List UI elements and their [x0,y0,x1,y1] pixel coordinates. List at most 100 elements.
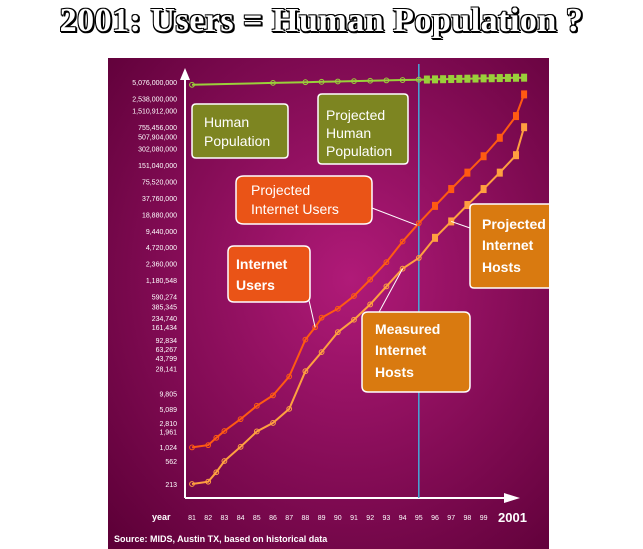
projected-point-human [440,75,447,84]
x-tick-label: 93 [383,515,391,522]
data-point-human [318,78,325,85]
growth-chart: 5,076,000,000 2,538,000,000 1,510,912,000 7… [108,58,549,549]
x-tick-label: 88 [302,515,310,522]
data-point-human [334,78,341,85]
data-point-hosts [286,405,293,412]
data-point-users [205,442,212,449]
projected-point-human [423,75,430,84]
callouts: Human Population Projected Human Populat… [191,93,549,393]
projected-point-hosts [480,185,487,194]
projected-point-human [464,74,471,83]
y-tick-label: 302,080,000 [138,147,177,154]
data-point-hosts [221,458,228,464]
data-point-hosts [253,428,260,435]
x-tick-label: 87 [285,515,293,522]
y-tick-label: 590,274 [152,294,177,301]
label-projected-hosts-3: Hosts [482,259,521,275]
callout-pointer [451,220,471,229]
data-point-hosts [237,443,244,450]
projected-point-users [521,90,528,99]
x-tick-label: 95 [415,515,423,522]
x-tick-label: 96 [431,515,439,522]
projected-point-hosts [432,233,438,242]
data-point-human [189,81,195,88]
data-point-users [415,220,422,227]
y-tick-label: 213 [165,482,177,489]
label-measured-hosts-2: Internet [375,342,427,358]
y-tick-label: 9,805 [159,391,177,398]
projected-point-users [480,152,487,161]
label-projected-human-1: Projected [326,107,385,123]
data-point-human [351,78,357,85]
y-tick-label: 1,180,548 [146,278,177,285]
label-projected-hosts-1: Projected [482,216,546,232]
label-human-population-1: Human [204,114,249,130]
data-point-users [312,324,319,331]
projected-point-human [488,74,495,83]
label-projected-human-3: Population [326,143,392,159]
data-point-users [286,373,293,380]
label-projected-users-2: Internet Users [251,201,339,217]
callout-pointer [307,295,316,328]
callout-pointer [377,268,404,315]
x-tick-label: 97 [447,515,455,522]
data-point-human [270,79,276,86]
y-tick-label: 2,810 [159,421,177,428]
x-tick-labels: 81 82 83 84 85 86 87 88 89 90 91 92 93 94 95 96 97 98 99 [188,515,487,522]
data-point-users [399,238,406,245]
data-point-hosts [334,329,341,336]
x-tick-label: 85 [253,515,261,522]
projected-point-human [521,73,528,82]
data-point-users [213,434,220,441]
y-tick-label: 75,520,000 [142,180,177,187]
y-tick-label: 385,345 [152,304,177,311]
label-internet-users-1: Internet [236,256,288,272]
x-tick-label: 83 [221,515,229,522]
data-point-hosts [270,420,276,426]
data-point-hosts [189,481,195,487]
x-axis-title: year [152,512,171,522]
projected-point-hosts [521,123,528,132]
data-point-users [367,276,374,283]
data-point-hosts [213,469,220,476]
label-projected-hosts-2: Internet [482,237,534,253]
x-tick-label: 81 [188,515,196,522]
x-tick-label: 82 [204,515,212,522]
y-tick-label: 28,141 [156,366,178,373]
data-point-users [351,293,357,299]
data-point-users [221,428,228,434]
data-point-users [253,402,260,409]
projected-point-users [448,185,455,194]
data-point-users [189,444,195,451]
data-point-users [270,392,276,399]
projected-point-human [480,74,487,83]
data-point-users [318,314,325,321]
x-tick-label: 86 [269,515,277,522]
data-point-hosts [383,283,390,290]
y-tick-label: 562 [165,459,177,466]
source-note: Source: MIDS, Austin TX, based on histor… [114,534,328,544]
label-human-population-2: Population [204,133,270,149]
projected-point-human [504,73,511,82]
y-tick-label: 5,076,000,000 [132,80,177,87]
data-point-hosts [399,265,406,272]
y-tick-label: 755,456,000 [138,125,177,132]
y-tick-label: 92,834 [156,338,178,345]
projected-point-human [513,73,519,82]
projected-point-users [496,133,503,142]
projected-point-human [496,74,503,83]
y-tick-label: 63,267 [156,347,178,354]
callout-projected-human: Projected Human Population [317,93,409,165]
data-point-human [415,76,422,83]
x-tick-label: 90 [334,515,342,522]
y-tick-label: 1,024 [159,445,177,452]
projected-point-human [472,74,479,83]
y-tick-label: 234,740 [152,316,177,323]
projected-point-hosts [496,168,503,177]
y-tick-label: 43,799 [156,356,178,363]
y-tick-label: 18,880,000 [142,212,177,219]
data-point-human [367,77,374,84]
x-tick-label: 98 [464,515,472,522]
y-tick-label: 5,089 [159,407,177,414]
callout-pointer [371,207,417,226]
